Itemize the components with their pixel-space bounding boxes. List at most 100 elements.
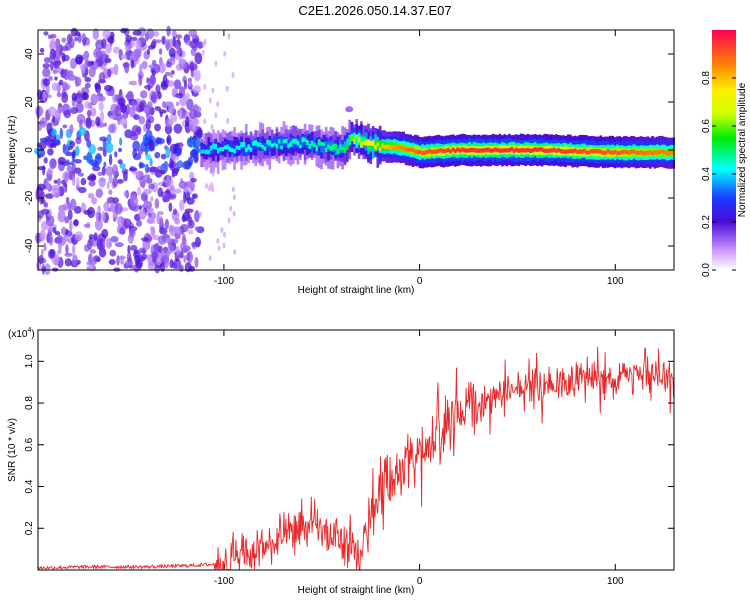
noise-blob — [76, 177, 80, 187]
noise-blob — [190, 150, 197, 159]
ridge-cell — [212, 143, 215, 149]
ridge-cell — [618, 150, 621, 155]
ridge-cell — [322, 142, 326, 154]
noise-blob — [42, 165, 46, 176]
noise-blob — [205, 183, 208, 190]
noise-blob — [97, 205, 101, 213]
noise-blob — [173, 79, 182, 90]
noise-blob — [54, 76, 58, 81]
ridge-cell — [256, 142, 260, 147]
noise-blob — [52, 114, 56, 123]
ridge-cell — [355, 135, 358, 148]
ridge-cell — [597, 149, 600, 154]
noise-blob — [114, 242, 124, 248]
noise-blob — [86, 266, 91, 271]
noise-blob — [108, 114, 118, 120]
noise-blob — [164, 71, 172, 77]
y-tick-label: 0.2 — [24, 521, 35, 535]
noise-blob — [154, 242, 160, 252]
noise-blob — [172, 208, 178, 215]
spectrogram-axes: -100 0 100 -40 -20 0 20 40 — [24, 30, 674, 287]
noise-blob — [83, 223, 91, 228]
x-tick-label: -100 — [214, 576, 234, 587]
noise-blob — [143, 106, 150, 114]
snr-scale-prefix: (x10 — [8, 329, 28, 340]
noise-blob — [192, 193, 198, 199]
noise-blob — [147, 167, 156, 173]
ridge-cell — [346, 144, 349, 150]
noise-blob — [42, 63, 50, 69]
noise-blob — [182, 211, 191, 222]
ridge-cell — [223, 141, 227, 150]
ridge-cell — [324, 141, 328, 152]
ridge-cell — [275, 136, 279, 147]
noise-blob — [75, 31, 81, 37]
ridge-cell — [299, 136, 302, 145]
noise-blob — [153, 63, 161, 74]
ridge-cell — [566, 149, 570, 154]
ridge-cell — [334, 143, 337, 150]
noise-blob — [62, 143, 67, 154]
ridge-cell — [557, 148, 560, 153]
noise-blob — [138, 74, 143, 86]
noise-blob — [108, 189, 113, 195]
noise-blob — [85, 116, 92, 129]
noise-blob — [43, 78, 50, 87]
noise-blob — [97, 146, 105, 151]
y-tick-label: 1.0 — [24, 354, 35, 368]
noise-blob — [184, 208, 194, 213]
ridge-cell — [275, 144, 279, 149]
noise-blob — [67, 209, 73, 221]
noise-blob — [184, 79, 187, 90]
noise-blob — [110, 236, 119, 243]
noise-blob — [163, 160, 169, 168]
noise-blob — [49, 249, 55, 258]
ridge-cell — [357, 137, 361, 143]
ridge-cell — [226, 144, 229, 150]
noise-blob — [132, 30, 142, 36]
ridge-cell — [653, 150, 657, 155]
noise-blob — [216, 238, 220, 244]
noise-blob — [101, 210, 106, 223]
noise-blob — [188, 265, 195, 272]
ridge-cell — [339, 144, 342, 150]
ridge-cell — [390, 145, 394, 150]
x-tick-label: -100 — [214, 276, 234, 287]
ridge-cell — [205, 149, 208, 155]
noise-blob — [43, 31, 49, 36]
ridge-cell — [280, 145, 283, 150]
ridge-cell — [233, 149, 236, 154]
ridge-cell — [604, 150, 607, 155]
ridge-cell — [360, 136, 363, 148]
y-tick-label: 0.8 — [24, 396, 35, 410]
noise-blob — [72, 174, 76, 187]
noise-blob — [165, 38, 171, 51]
noise-blob — [174, 218, 181, 225]
noise-blob — [95, 83, 102, 94]
ridge-cell — [322, 142, 326, 146]
noise-blob — [49, 48, 56, 61]
ridge-cell — [329, 145, 333, 151]
noise-blob — [229, 205, 233, 212]
noise-blob — [208, 185, 212, 192]
colorbar-tick-label: 0.2 — [701, 215, 712, 229]
noise-blob — [164, 218, 169, 230]
ridge-cell — [540, 147, 544, 152]
ridge-cell — [641, 151, 645, 156]
snr-scale-exponent: 4 — [27, 327, 31, 334]
ridge-cell — [303, 138, 307, 142]
ridge-cell — [242, 142, 246, 148]
snr-series-line — [37, 346, 675, 571]
noise-blob — [208, 255, 212, 262]
noise-blob — [138, 205, 143, 210]
noise-blob — [134, 49, 141, 59]
noise-blob — [117, 159, 123, 165]
noise-blob — [124, 61, 130, 74]
ridge-cell — [494, 147, 497, 152]
noise-blob — [185, 116, 190, 127]
noise-blob — [167, 101, 175, 114]
ridge-cell — [484, 147, 488, 153]
noise-blob — [107, 198, 113, 204]
noise-blob — [99, 110, 105, 123]
ridge-cell — [261, 136, 265, 148]
